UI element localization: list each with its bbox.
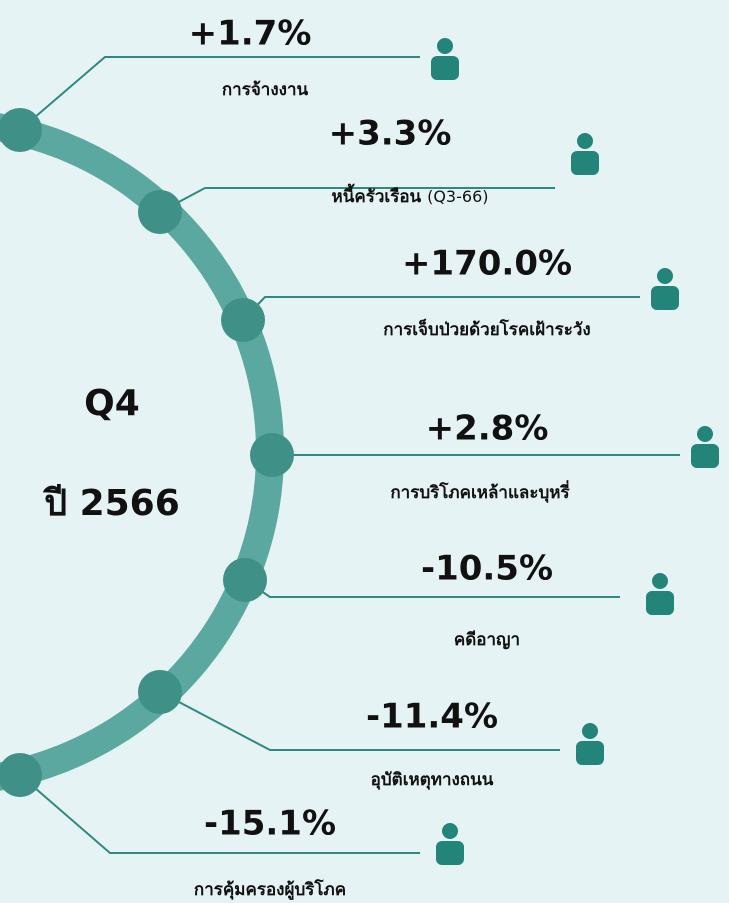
icon-head <box>657 268 673 284</box>
icon-body <box>571 151 599 175</box>
icon <box>576 723 604 765</box>
label: คดีอาญา <box>454 629 520 650</box>
dot <box>223 558 267 602</box>
icon-body <box>436 841 464 865</box>
label: หนี้ครัวเรือน (Q3-66) <box>332 183 489 207</box>
icon-body <box>576 741 604 765</box>
icon-head <box>697 426 713 442</box>
icon-head <box>582 723 598 739</box>
dot <box>221 298 265 342</box>
icon-body <box>646 591 674 615</box>
value: -15.1% <box>204 804 336 844</box>
dot <box>0 753 42 797</box>
label: การบริโภคเหล้าและบุหรี่ <box>390 480 570 503</box>
dot <box>138 670 182 714</box>
dot <box>250 433 294 477</box>
connector <box>19 774 420 854</box>
icon <box>571 133 599 175</box>
value: +1.7% <box>189 14 312 54</box>
label-text: การบริโภคเหล้าและบุหรี่ <box>390 480 570 503</box>
label-text: การคุ้มครองผู้บริโภค <box>194 879 346 901</box>
icon <box>646 573 674 615</box>
connector <box>19 56 420 131</box>
value: -11.4% <box>366 697 498 737</box>
label-text: อุบัติเหตุทางถนน <box>371 770 494 790</box>
label-text: การเจ็บป่วยด้วยโรคเฝ้าระวัง <box>383 317 590 340</box>
label: การคุ้มครองผู้บริโภค <box>194 879 346 901</box>
connector <box>159 691 560 751</box>
icon-head <box>437 38 453 54</box>
label: อุบัติเหตุทางถนน <box>371 770 494 790</box>
value: +170.0% <box>402 244 572 284</box>
icon <box>651 268 679 310</box>
label: การจ้างงาน <box>222 80 309 100</box>
label: การเจ็บป่วยด้วยโรคเฝ้าระวัง <box>383 317 590 340</box>
label-text: คดีอาญา <box>454 629 520 650</box>
label-text: การจ้างงาน <box>222 80 309 100</box>
icon-head <box>652 573 668 589</box>
icon-body <box>691 444 719 468</box>
icon <box>436 823 464 865</box>
icon <box>431 38 459 80</box>
label-text: หนี้ครัวเรือน <box>332 183 422 207</box>
icon-head <box>577 133 593 149</box>
value: -10.5% <box>421 549 553 589</box>
year: ปี 2566 <box>43 483 180 524</box>
label-note: (Q3-66) <box>427 187 488 206</box>
value: +3.3% <box>329 114 452 154</box>
icon-head <box>442 823 458 839</box>
dot <box>138 190 182 234</box>
value: +2.8% <box>426 409 549 449</box>
quarter: Q4 <box>84 383 140 424</box>
icon-body <box>651 286 679 310</box>
icon-body <box>431 56 459 80</box>
icon <box>691 426 719 468</box>
dot <box>0 108 42 152</box>
